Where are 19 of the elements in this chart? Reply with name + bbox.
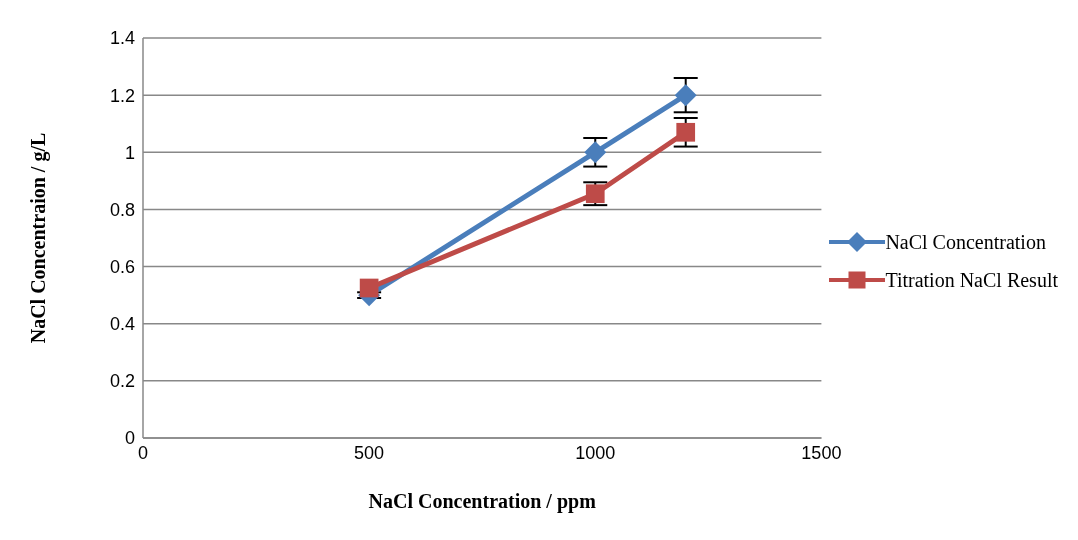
y-tick-label: 1 — [124, 142, 135, 163]
legend-label: Titration NaCl Result — [885, 268, 1058, 292]
point — [674, 84, 697, 107]
legend-label: NaCl Concentration — [885, 230, 1046, 254]
point — [359, 278, 379, 298]
x-tick-label: 0 — [137, 442, 149, 463]
y-tick-label: 1.4 — [109, 28, 135, 49]
y-axis-title: NaCl Concentraion / g/L — [27, 132, 51, 344]
y-tick-label: 1.2 — [109, 85, 135, 106]
y-tick-label: 0.6 — [109, 256, 135, 277]
y-tick-label: 0.2 — [109, 371, 135, 392]
y-tick-label: 0 — [124, 428, 135, 449]
x-tick-label: 1000 — [575, 442, 616, 463]
y-tick-label: 0.4 — [109, 314, 135, 335]
x-tick-label: 1500 — [801, 442, 842, 463]
x-axis-title: NaCl Concentration / ppm — [368, 490, 597, 513]
point — [676, 122, 696, 142]
y-tick-label: 0.8 — [109, 199, 135, 220]
x-tick-label: 500 — [354, 442, 385, 463]
